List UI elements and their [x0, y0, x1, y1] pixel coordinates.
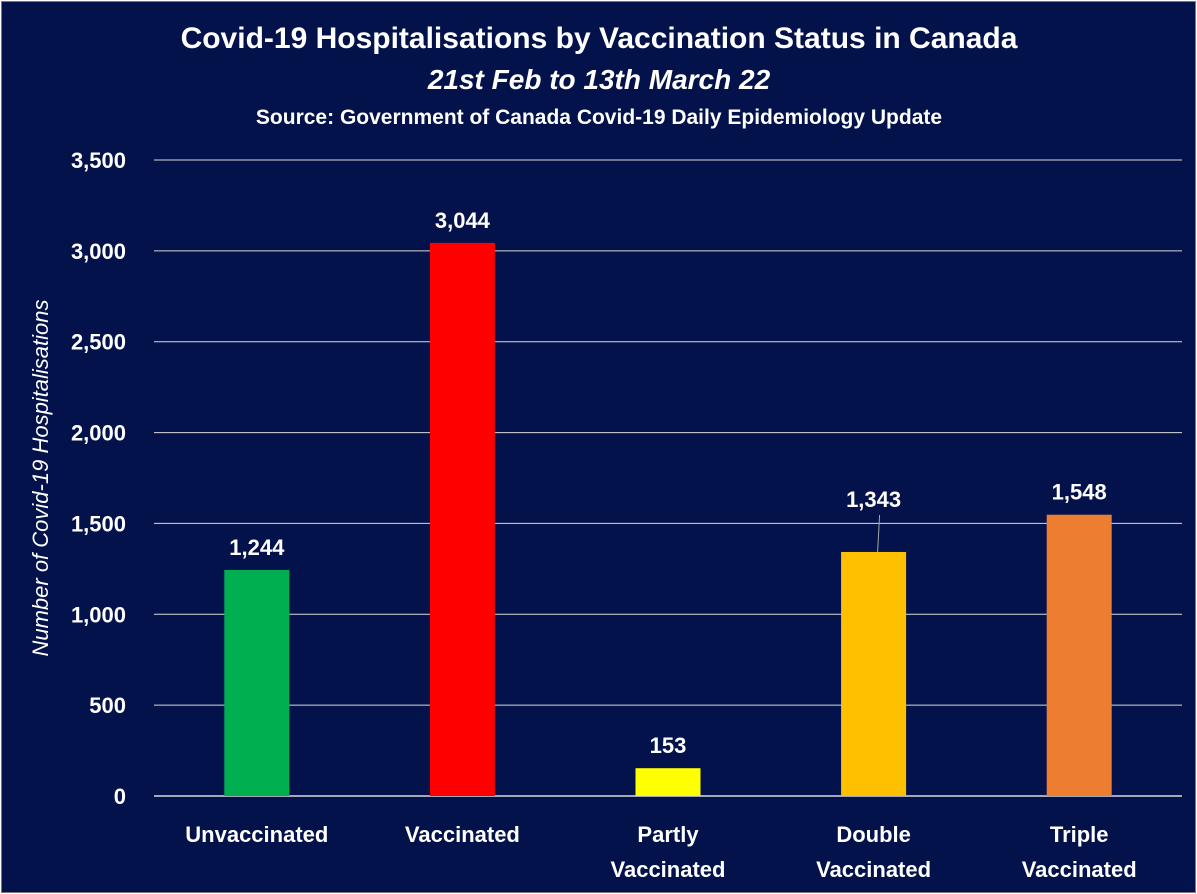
y-tick-label: 3,500: [71, 148, 126, 173]
category-label: Double: [836, 822, 911, 847]
bar: [635, 768, 701, 796]
chart-title: Covid-19 Hospitalisations by Vaccination…: [181, 22, 1018, 55]
y-tick-label: 500: [89, 693, 126, 718]
value-label: 3,044: [435, 208, 491, 233]
category-labels: Unvaccinated Vaccinated Partly Vaccinated Do…: [185, 822, 1136, 882]
y-axis-label: Number of Covid-19 Hospitalisations: [28, 299, 53, 656]
category-label: Vaccinated: [1022, 857, 1137, 882]
category-label: Partly: [637, 822, 699, 847]
bar: [224, 569, 290, 796]
grid-lines: [154, 159, 1182, 797]
y-tick-label: 1,000: [71, 602, 126, 627]
bars: [224, 242, 1112, 797]
category-label: Triple: [1050, 822, 1109, 847]
chart-subtitle: 21st Feb to 13th March 22: [427, 64, 771, 95]
category-label: Vaccinated: [405, 822, 520, 847]
value-label: 1,244: [229, 535, 285, 560]
chart-source: Source: Government of Canada Covid-19 Da…: [256, 106, 942, 129]
y-axis-ticks: 0 500 1,000 1,500 2,000 2,500 3,000 3,500: [71, 148, 126, 809]
bar: [841, 551, 907, 796]
value-label: 153: [650, 733, 687, 758]
leader-line: [877, 514, 881, 552]
category-label: Unvaccinated: [185, 822, 328, 847]
y-tick-label: 1,500: [71, 511, 126, 536]
y-tick-label: 2,500: [71, 330, 126, 355]
value-label: 1,343: [846, 487, 901, 512]
category-label: Vaccinated: [816, 857, 931, 882]
bar: [1046, 514, 1112, 796]
y-tick-label: 3,000: [71, 239, 126, 264]
value-label: 1,548: [1052, 480, 1107, 505]
value-labels: 1,244 3,044 153 1,343 1,548: [229, 208, 1106, 758]
bar: [429, 242, 495, 797]
y-tick-label: 0: [114, 784, 126, 809]
category-label: Vaccinated: [611, 857, 726, 882]
y-tick-label: 2,000: [71, 421, 126, 446]
